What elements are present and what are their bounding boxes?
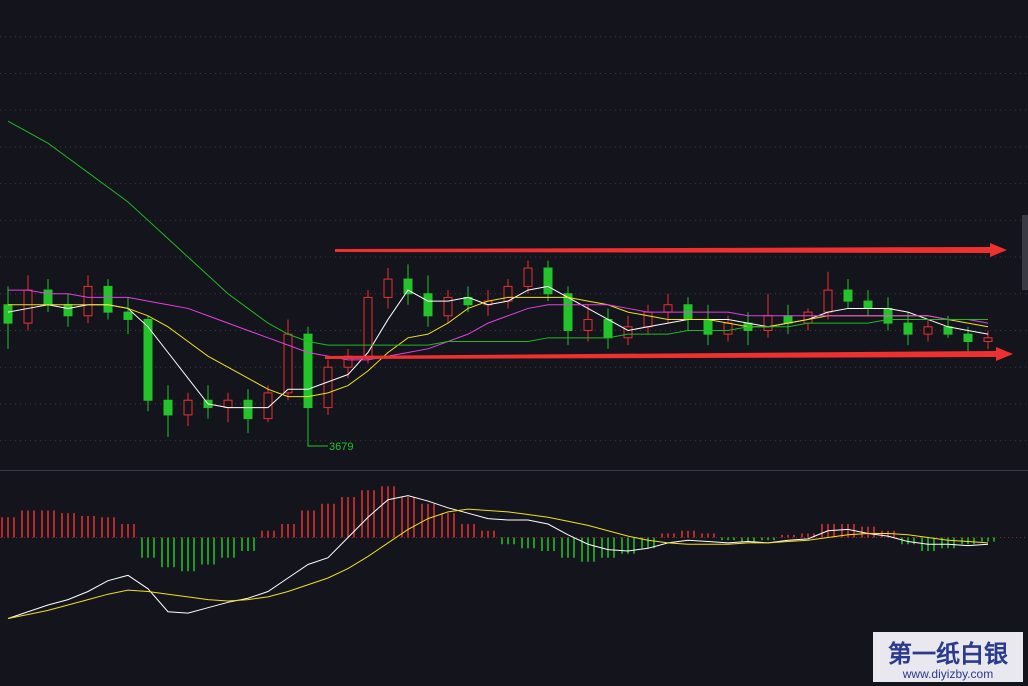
macd-dif (7, 495, 989, 619)
low-label: 3679 (329, 441, 353, 453)
candle-body (703, 318, 713, 335)
candle-body (923, 326, 933, 335)
candle-body (803, 311, 813, 324)
candle-body (823, 289, 833, 313)
moving-averages (7, 120, 989, 409)
annotations: 3679 (307, 425, 353, 453)
candle-body (623, 326, 633, 339)
candle-body (323, 366, 333, 409)
candle-body (83, 285, 93, 317)
candle-body (223, 399, 233, 409)
candle-body (643, 311, 653, 328)
ma-line (7, 120, 988, 346)
macd-panel (0, 486, 1028, 619)
candle-body (963, 333, 973, 342)
lower-arrow (325, 347, 1013, 361)
candle-body (783, 315, 793, 324)
low-marker (307, 425, 328, 447)
watermark-title: 第一纸白银 (888, 640, 1009, 668)
candle-body (563, 293, 573, 331)
candle-body (763, 315, 773, 331)
watermark: 第一纸白银 www.diyizby.com (873, 632, 1023, 682)
candle-body (523, 267, 533, 287)
grid (0, 36, 1028, 471)
ma-line (7, 285, 989, 409)
side-tab[interactable] (1022, 215, 1028, 290)
candle-body (983, 337, 993, 342)
candle-body (383, 278, 393, 298)
candle-body (303, 333, 313, 409)
candle-body (423, 293, 433, 317)
candle-body (263, 392, 273, 420)
watermark-box (873, 632, 1023, 682)
candle-body (63, 304, 73, 317)
candle-body (663, 304, 673, 313)
watermark-url: www.diyizby.com (902, 667, 993, 681)
candle-body (543, 267, 553, 295)
red-arrows (325, 243, 1013, 361)
candle-body (243, 399, 253, 420)
candle-body (603, 318, 613, 339)
candle-body (903, 322, 913, 335)
candle-body (143, 318, 153, 401)
candle-body (943, 326, 953, 335)
ma-line (8, 289, 989, 361)
candle-body (863, 300, 873, 309)
macd-dea (7, 508, 989, 619)
candle-body (163, 399, 173, 416)
candle-body (283, 333, 293, 394)
candle-body (123, 311, 133, 320)
candle-body (443, 296, 453, 317)
candle-body (403, 278, 413, 295)
candle-body (3, 304, 13, 324)
ma-line (8, 296, 989, 398)
upper-arrow (335, 243, 1007, 257)
candle-body (843, 289, 853, 302)
candle-body (23, 289, 33, 324)
candle-body (503, 285, 513, 302)
candle-body (583, 318, 593, 331)
candle-body (723, 322, 733, 335)
candle-body (103, 285, 113, 313)
candle-body (43, 289, 53, 306)
candle-body (183, 399, 193, 416)
